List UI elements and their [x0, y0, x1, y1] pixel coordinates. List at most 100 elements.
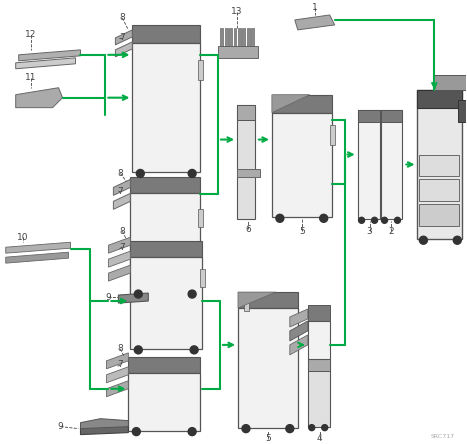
- Text: 3: 3: [367, 227, 373, 236]
- Bar: [130, 241, 202, 257]
- Polygon shape: [108, 237, 130, 253]
- Bar: [238, 28, 241, 46]
- Polygon shape: [115, 42, 132, 57]
- Bar: [381, 110, 403, 122]
- Polygon shape: [290, 335, 308, 355]
- Text: 7: 7: [120, 33, 125, 42]
- Polygon shape: [6, 252, 69, 263]
- Polygon shape: [272, 95, 310, 113]
- Circle shape: [395, 217, 401, 223]
- Circle shape: [188, 290, 196, 298]
- Polygon shape: [80, 424, 128, 435]
- Polygon shape: [113, 179, 130, 195]
- Bar: [220, 28, 223, 46]
- Bar: [308, 359, 330, 427]
- Polygon shape: [118, 293, 149, 303]
- Bar: [238, 308, 298, 428]
- Polygon shape: [113, 194, 130, 209]
- Polygon shape: [434, 75, 467, 90]
- Polygon shape: [108, 251, 130, 267]
- Text: 8: 8: [120, 13, 125, 23]
- Polygon shape: [80, 419, 128, 428]
- Bar: [130, 194, 200, 293]
- Circle shape: [286, 424, 294, 432]
- Polygon shape: [106, 353, 128, 369]
- Circle shape: [320, 214, 328, 222]
- Circle shape: [188, 428, 196, 436]
- Text: 12: 12: [25, 30, 36, 40]
- Bar: [358, 110, 380, 219]
- Circle shape: [188, 170, 196, 178]
- Bar: [330, 125, 335, 145]
- Circle shape: [453, 236, 461, 244]
- Polygon shape: [16, 88, 63, 107]
- Text: 8: 8: [118, 345, 123, 353]
- Bar: [132, 25, 200, 43]
- Polygon shape: [295, 15, 335, 30]
- Polygon shape: [290, 321, 308, 341]
- Bar: [419, 179, 459, 201]
- Bar: [238, 292, 298, 308]
- Text: 9: 9: [58, 422, 64, 431]
- Circle shape: [382, 217, 388, 223]
- Bar: [237, 105, 255, 119]
- Polygon shape: [115, 30, 132, 45]
- Circle shape: [359, 217, 365, 223]
- Bar: [358, 110, 380, 122]
- Bar: [419, 204, 459, 226]
- Text: 11: 11: [25, 73, 36, 82]
- Bar: [128, 357, 200, 373]
- Bar: [244, 299, 249, 311]
- Circle shape: [134, 346, 142, 354]
- Bar: [237, 105, 255, 219]
- Bar: [381, 110, 403, 219]
- Text: 8: 8: [118, 169, 123, 178]
- Bar: [308, 305, 330, 321]
- Circle shape: [309, 424, 315, 431]
- Polygon shape: [290, 309, 308, 327]
- Circle shape: [276, 214, 284, 222]
- Text: 2: 2: [389, 227, 394, 236]
- Circle shape: [190, 346, 198, 354]
- Bar: [130, 178, 200, 194]
- Text: SRC717: SRC717: [430, 434, 454, 439]
- Bar: [242, 28, 246, 46]
- Bar: [272, 95, 332, 113]
- Bar: [198, 60, 203, 80]
- Circle shape: [372, 217, 377, 223]
- Polygon shape: [106, 381, 128, 397]
- Bar: [130, 257, 202, 349]
- Circle shape: [419, 236, 427, 244]
- Text: 9: 9: [106, 293, 111, 301]
- Bar: [417, 90, 462, 239]
- Bar: [458, 100, 466, 122]
- Bar: [234, 28, 236, 46]
- Text: 8: 8: [120, 227, 125, 236]
- Bar: [419, 155, 459, 176]
- Circle shape: [242, 424, 250, 432]
- Bar: [229, 28, 232, 46]
- Bar: [308, 321, 330, 359]
- Bar: [225, 28, 227, 46]
- Bar: [251, 28, 255, 46]
- Text: 13: 13: [231, 8, 243, 16]
- Text: 7: 7: [118, 187, 123, 196]
- Bar: [417, 90, 462, 107]
- Polygon shape: [19, 50, 80, 61]
- Polygon shape: [106, 367, 128, 383]
- Text: 6: 6: [245, 225, 251, 234]
- Polygon shape: [238, 292, 276, 308]
- Bar: [218, 46, 258, 58]
- Polygon shape: [6, 242, 71, 253]
- Text: 1: 1: [312, 4, 318, 12]
- Text: 5: 5: [265, 434, 271, 443]
- Polygon shape: [237, 170, 260, 178]
- Bar: [308, 359, 330, 371]
- Text: 4: 4: [317, 434, 323, 443]
- Text: 7: 7: [120, 243, 125, 252]
- Polygon shape: [16, 58, 76, 69]
- Circle shape: [136, 170, 144, 178]
- Bar: [247, 28, 250, 46]
- Bar: [272, 113, 332, 217]
- Bar: [198, 209, 203, 227]
